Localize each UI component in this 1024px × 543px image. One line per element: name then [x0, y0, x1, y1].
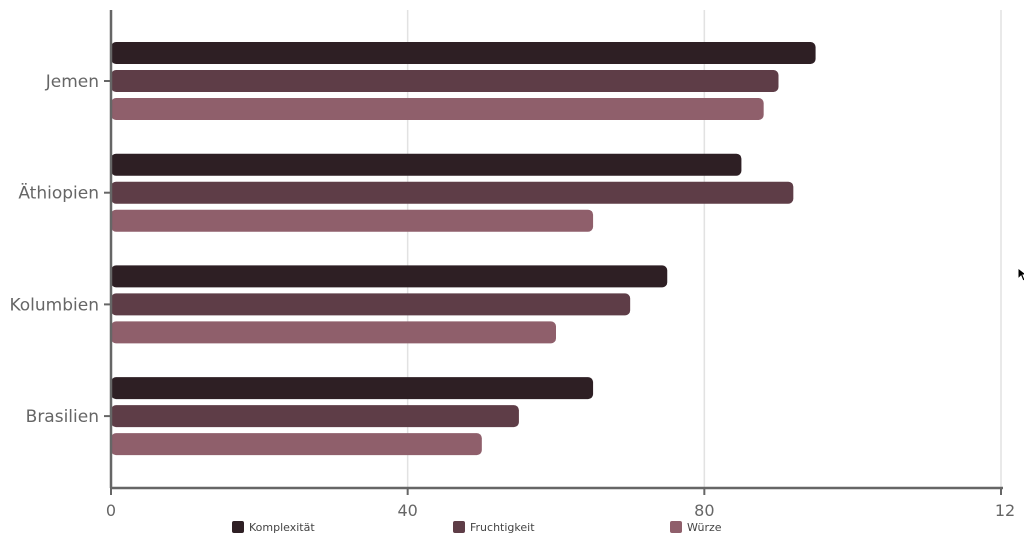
mouse-cursor-icon: [1017, 267, 1024, 282]
bar-würze-kolumbien: [111, 321, 556, 344]
bar-fruchtigkeit-jemen: [111, 70, 779, 92]
bar-fruchtigkeit-kolumbien: [111, 293, 631, 316]
legend-swatch: [670, 521, 682, 533]
legend-swatch: [453, 521, 465, 533]
bar-fruchtigkeit-brasilien: [111, 405, 519, 428]
x-tick-label: 80: [694, 501, 714, 520]
x-tick-label: 0: [106, 501, 116, 520]
bar-komplexität-brasilien: [111, 377, 594, 400]
bar-würze-brasilien: [111, 433, 482, 456]
bar-würze-äthiopien: [111, 209, 594, 232]
category-label: Brasilien: [26, 407, 99, 427]
bar-komplexität-jemen: [111, 42, 816, 64]
bar-würze-jemen: [111, 98, 764, 120]
x-tick-label: 12: [995, 501, 1015, 520]
category-label: Kolumbien: [9, 295, 99, 315]
bar-fruchtigkeit-äthiopien: [111, 181, 794, 204]
bar-komplexität-äthiopien: [111, 153, 742, 176]
legend-swatch: [232, 521, 244, 533]
x-tick-label: 40: [397, 501, 417, 520]
legend-label: Komplexität: [249, 521, 315, 534]
category-label: Äthiopien: [18, 183, 99, 204]
bar-komplexität-kolumbien: [111, 265, 668, 288]
legend-label: Würze: [687, 521, 722, 534]
category-label: Jemen: [45, 72, 99, 92]
legend-label: Fruchtigkeit: [470, 521, 535, 534]
